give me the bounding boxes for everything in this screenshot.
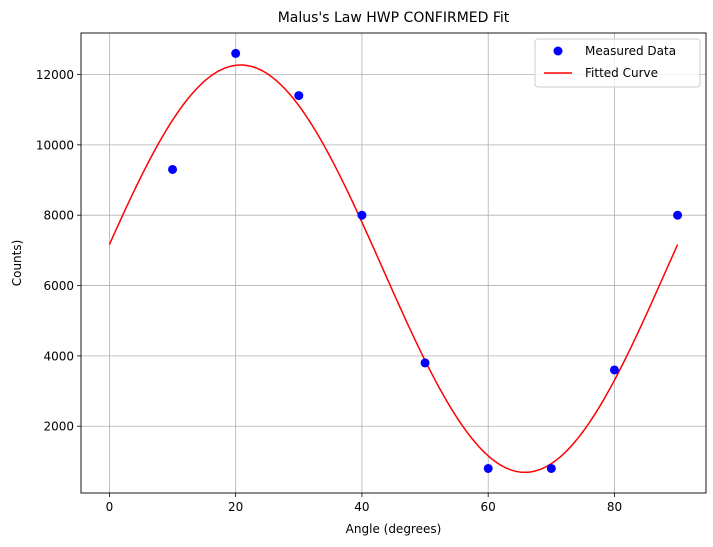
measured-data-point — [673, 210, 683, 220]
x-tick-label: 40 — [354, 500, 369, 514]
y-tick-label: 10000 — [36, 138, 74, 152]
y-tick-label: 6000 — [43, 279, 74, 293]
chart-title: Malus's Law HWP CONFIRMED Fit — [278, 10, 510, 26]
legend: Measured Data Fitted Curve — [534, 38, 701, 88]
legend-marker-measured-data — [553, 46, 563, 56]
x-tick-label: 20 — [228, 500, 243, 514]
x-tick-label: 60 — [481, 500, 496, 514]
points-layer — [168, 48, 683, 473]
legend-label-fitted-curve: Fitted Curve — [585, 66, 658, 80]
measured-data-point — [483, 463, 493, 473]
measured-data-point — [168, 164, 178, 174]
measured-data-point — [357, 210, 367, 220]
fitted-curve-line — [108, 64, 679, 474]
measured-data-point — [420, 358, 430, 368]
x-tick-label: 0 — [106, 500, 114, 514]
legend-label-measured-data: Measured Data — [585, 44, 676, 58]
tick-layer: 0 20 40 60 80 2000 4000 6000 8000 10000 12000 — [36, 68, 622, 514]
x-tick-label: 80 — [607, 500, 622, 514]
y-tick-label: 4000 — [43, 349, 74, 363]
y-axis-label: Counts) — [10, 240, 24, 287]
measured-data-point — [231, 48, 241, 58]
plot-frame — [80, 32, 707, 494]
y-tick-label: 2000 — [43, 420, 74, 434]
measured-data-point — [546, 463, 556, 473]
measured-data-point — [609, 365, 619, 375]
x-axis-label: Angle (degrees) — [346, 522, 442, 536]
y-tick-label: 12000 — [36, 68, 74, 82]
curve-layer — [108, 64, 679, 474]
y-tick-label: 8000 — [43, 209, 74, 223]
legend-frame — [534, 38, 701, 88]
measured-data-point — [294, 91, 304, 101]
